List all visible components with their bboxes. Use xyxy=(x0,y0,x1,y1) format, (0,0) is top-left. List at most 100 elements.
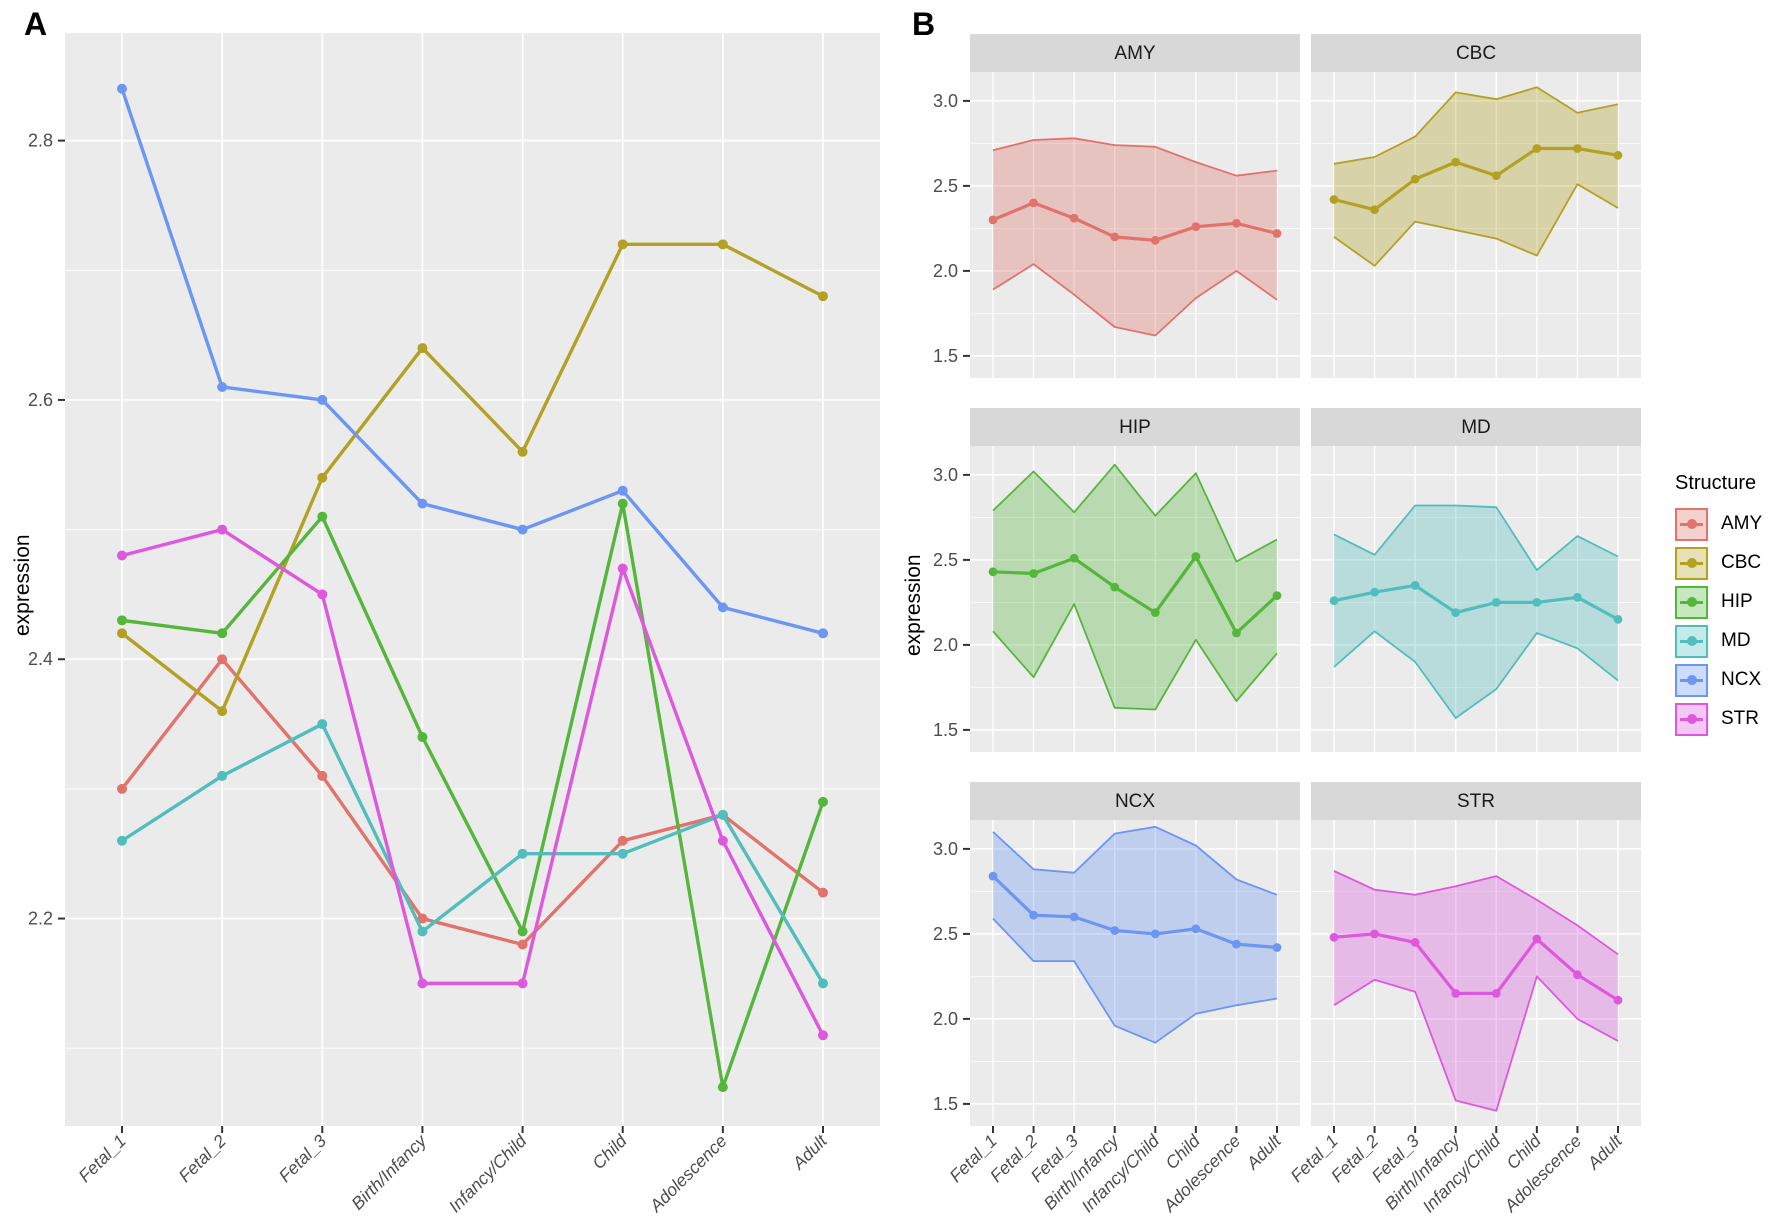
data-point-MD xyxy=(1573,592,1582,602)
data-point-CBC xyxy=(1451,157,1461,167)
data-point-CBC xyxy=(1491,171,1501,181)
data-point-CBC xyxy=(818,291,828,302)
mean-line-MD xyxy=(1332,583,1620,622)
legend-key-swatch-CBC xyxy=(1675,546,1708,580)
data-point-NCX xyxy=(417,498,428,509)
ribbon-lower-edge-HIP xyxy=(992,603,1278,711)
legend-item-NCX: NCX xyxy=(1675,663,1771,697)
legend-item-label: AMY xyxy=(1721,513,1763,534)
x-tick-label: Child xyxy=(588,1130,631,1173)
y-tick-label: 2.2 xyxy=(28,909,53,929)
legend-key-dot xyxy=(1686,519,1697,529)
data-point-STR xyxy=(1329,932,1339,942)
legend: Structure AMY CBC HIP MD NCX STR xyxy=(1675,472,1771,741)
data-point-STR xyxy=(617,563,628,574)
x-tick-label: Fetal_3 xyxy=(275,1131,331,1187)
data-point-MD xyxy=(417,926,428,937)
data-point-AMY xyxy=(617,835,628,846)
ribbon-upper-edge-MD xyxy=(1333,504,1619,571)
data-point-HIP xyxy=(1029,569,1038,578)
data-point-MD xyxy=(1410,581,1420,590)
data-point-AMY xyxy=(317,770,328,781)
data-point-MD xyxy=(818,978,828,989)
facet-strip-label: NCX xyxy=(1115,791,1155,812)
series-line-HIP xyxy=(120,501,825,1089)
data-point-NCX xyxy=(317,394,328,405)
data-point-HIP xyxy=(417,732,428,743)
data-point-AMY xyxy=(217,654,228,665)
legend-item-label: CBC xyxy=(1721,552,1762,573)
legend-item-STR: STR xyxy=(1675,702,1771,736)
legend-item-MD: MD xyxy=(1675,624,1771,658)
series-CBC xyxy=(117,239,828,717)
data-point-MD xyxy=(1370,587,1379,597)
data-point-NCX xyxy=(988,871,998,881)
data-point-HIP xyxy=(1232,628,1241,638)
facet-HIP: HIP 1.5 2.0 2.5 3.0 xyxy=(933,408,1300,752)
data-point-NCX xyxy=(717,602,728,613)
panel-a-label: A xyxy=(24,6,48,42)
legend-key-swatch-NCX xyxy=(1675,663,1708,697)
facet-background xyxy=(1311,72,1641,378)
legend-key-dot xyxy=(1686,636,1697,646)
legend-item-label: NCX xyxy=(1721,669,1762,690)
facet-strip xyxy=(970,782,1300,820)
data-point-AMY xyxy=(1232,218,1241,228)
data-point-HIP xyxy=(1272,591,1282,600)
confidence-ribbon-MD xyxy=(1334,505,1618,718)
facet-CBC: CBC xyxy=(1311,34,1641,378)
series-line-STR xyxy=(120,527,825,1037)
data-point-STR xyxy=(717,835,728,846)
data-point-NCX xyxy=(217,381,228,392)
data-point-AMY xyxy=(1110,232,1120,242)
mean-line-HIP xyxy=(991,554,1279,635)
data-point-MD xyxy=(117,835,127,846)
data-point-CBC xyxy=(417,343,428,354)
data-point-CBC xyxy=(317,472,328,483)
data-point-MD xyxy=(517,848,528,859)
ribbon-lower-edge-STR xyxy=(1333,975,1619,1112)
mean-line-NCX xyxy=(991,874,1279,950)
data-point-AMY xyxy=(1191,222,1201,232)
ribbon-upper-edge-NCX xyxy=(992,825,1278,896)
data-point-CBC xyxy=(1532,144,1542,153)
data-point-AMY xyxy=(517,939,528,950)
x-tick-label: Birth/Infancy xyxy=(347,1130,431,1214)
data-point-STR xyxy=(1613,995,1623,1005)
x-tick-label: Infancy/Child xyxy=(445,1130,532,1217)
data-point-AMY xyxy=(1272,229,1282,238)
legend-key-dot xyxy=(1686,597,1697,607)
data-point-STR xyxy=(217,524,228,535)
data-point-NCX xyxy=(1110,926,1120,935)
confidence-ribbon-HIP xyxy=(993,464,1277,710)
y-tick-label: 2.0 xyxy=(933,261,958,281)
mean-line-STR xyxy=(1332,932,1620,1002)
data-point-CBC xyxy=(1370,205,1379,215)
facet-strip xyxy=(1311,408,1641,446)
panel-a-x-axis: Fetal_1 Fetal_2 Fetal_3 Birth/Infancy Infanc… xyxy=(74,1126,832,1217)
data-point-STR xyxy=(317,589,328,600)
y-tick-label: 2.0 xyxy=(933,1009,958,1029)
legend-item-CBC: CBC xyxy=(1675,546,1771,580)
panel-b-y-axis-title: expression xyxy=(902,554,925,656)
data-point-AMY xyxy=(1069,213,1079,223)
data-point-HIP xyxy=(1110,582,1120,592)
ribbon-upper-edge-CBC xyxy=(1333,86,1619,165)
data-point-STR xyxy=(1451,989,1461,998)
data-point-HIP xyxy=(1150,608,1160,617)
y-tick-label: 2.5 xyxy=(933,176,958,196)
data-point-NCX xyxy=(517,524,528,535)
data-point-NCX xyxy=(818,628,828,639)
data-point-NCX xyxy=(1069,912,1079,922)
ribbon-upper-edge-STR xyxy=(1333,870,1619,956)
ribbon-upper-edge-HIP xyxy=(992,463,1278,563)
data-point-HIP xyxy=(1069,553,1079,563)
data-point-MD xyxy=(1532,598,1542,607)
legend-item-label: STR xyxy=(1721,708,1759,729)
data-point-HIP xyxy=(517,926,528,937)
data-point-MD xyxy=(1451,608,1461,617)
data-point-CBC xyxy=(517,446,528,457)
data-point-CBC xyxy=(117,628,127,639)
data-point-HIP xyxy=(988,567,998,577)
